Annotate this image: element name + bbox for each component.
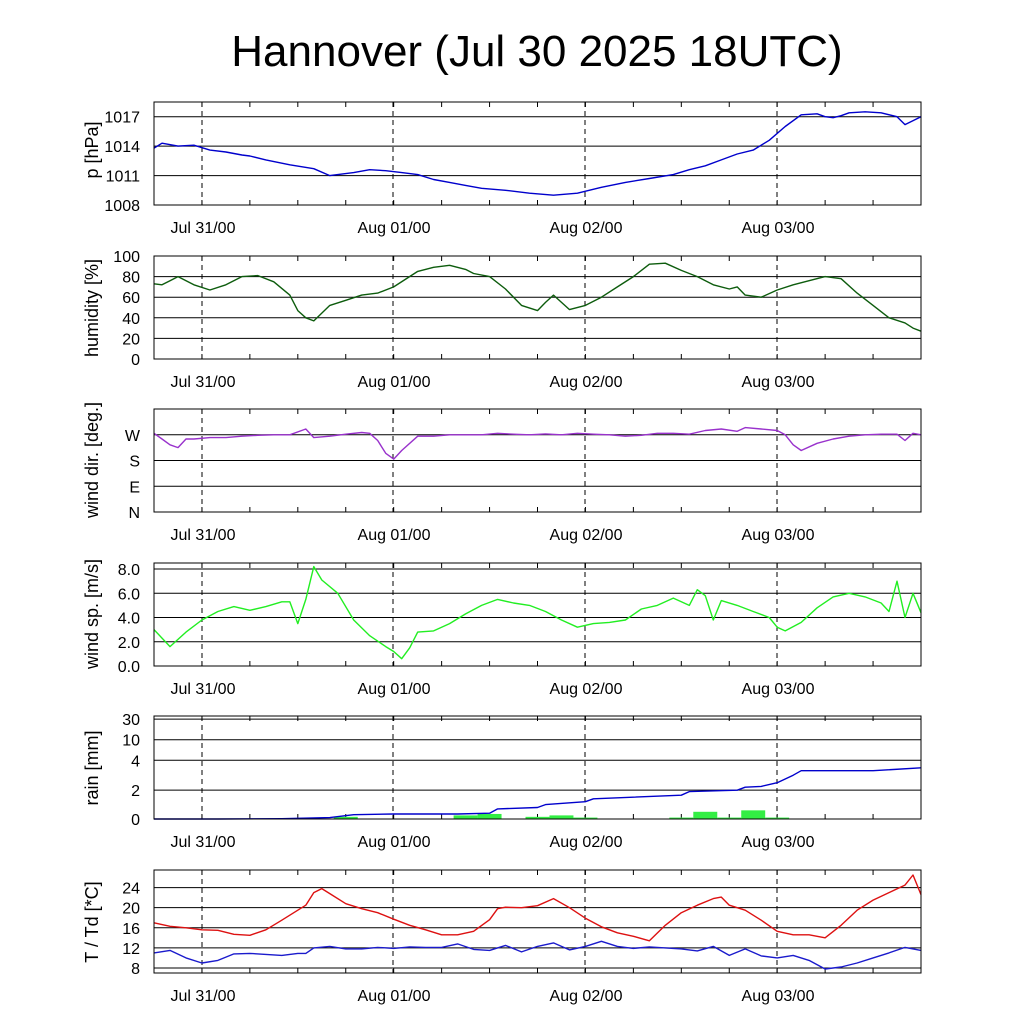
y-tick-label: 2 <box>131 783 140 800</box>
y-tick-label: 60 <box>122 290 140 307</box>
x-tick-label: Aug 02/00 <box>550 834 623 851</box>
x-tick-label: Aug 01/00 <box>358 988 431 1005</box>
x-tick-label: Aug 02/00 <box>550 374 623 391</box>
y-tick-label: 0 <box>131 812 140 829</box>
x-tick-label: Aug 01/00 <box>358 527 431 544</box>
y-tick-label: 8.0 <box>118 562 140 579</box>
y-tick-label: 100 <box>113 249 140 266</box>
panel-4: 0.0 2.0 4.0 6.0 8.0 Jul 31/00 Aug 01/00 Aug 02/… <box>82 559 922 698</box>
y-tick-label: 6.0 <box>118 586 140 603</box>
x-tick-label: Aug 03/00 <box>742 988 815 1005</box>
y-tick-label: 12 <box>122 941 140 958</box>
y-tick-label: 8 <box>131 961 140 978</box>
panel-frame <box>153 869 922 974</box>
y-tick-label: 0 <box>131 352 140 369</box>
panel-1: 1008 1011 1014 1017 Jul 31/00 Aug 01/00 Aug 02… <box>82 101 922 237</box>
x-tick-label: Aug 01/00 <box>358 834 431 851</box>
x-tick-label: Aug 03/00 <box>742 220 815 237</box>
x-tick-label: Aug 01/00 <box>358 220 431 237</box>
x-tick-label: Aug 02/00 <box>550 988 623 1005</box>
y-tick-label: 1017 <box>104 110 140 127</box>
rain-bar <box>741 810 766 819</box>
series-line-1 <box>153 262 922 332</box>
y-axis-label: wind dir. [deg.] <box>82 402 102 519</box>
panel-frame <box>153 408 922 513</box>
series-line-1 <box>153 426 922 460</box>
y-tick-label: 1014 <box>104 139 140 156</box>
series-line-T <box>153 874 922 942</box>
x-tick-label: Aug 03/00 <box>742 834 815 851</box>
y-axis-label: humidity [%] <box>82 259 102 357</box>
x-tick-label: Aug 03/00 <box>742 374 815 391</box>
panel-frame <box>153 715 922 820</box>
series-line-1 <box>153 565 922 660</box>
y-axis-label: rain [mm] <box>82 730 102 805</box>
chart-title: Hannover (Jul 30 2025 18UTC) <box>231 27 842 76</box>
y-tick-label: 4 <box>131 753 140 770</box>
panel-frame <box>153 255 922 360</box>
y-axis-label: T / Td [*C] <box>82 881 102 962</box>
x-tick-label: Aug 03/00 <box>742 527 815 544</box>
y-tick-label: 16 <box>122 921 140 938</box>
y-tick-label: E <box>129 479 140 496</box>
y-tick-label: 30 <box>122 712 140 729</box>
y-tick-label: 4.0 <box>118 611 140 628</box>
y-tick-label: 10 <box>122 733 140 750</box>
y-tick-label: 24 <box>122 881 140 898</box>
x-tick-label: Aug 01/00 <box>358 374 431 391</box>
y-tick-label: N <box>128 505 140 522</box>
x-tick-label: Aug 03/00 <box>742 681 815 698</box>
x-tick-label: Jul 31/00 <box>171 681 236 698</box>
rain-bar <box>765 817 790 819</box>
y-tick-label: W <box>125 428 141 445</box>
x-tick-label: Jul 31/00 <box>171 988 236 1005</box>
x-tick-label: Aug 01/00 <box>358 681 431 698</box>
rain-bar <box>525 816 550 819</box>
series-line-1 <box>153 111 922 196</box>
y-tick-label: 40 <box>122 311 140 328</box>
y-tick-label: S <box>129 454 140 471</box>
x-tick-label: Jul 31/00 <box>171 374 236 391</box>
rain-bar <box>477 813 502 819</box>
y-tick-label: 2.0 <box>118 635 140 652</box>
panel-frame <box>153 101 922 206</box>
y-axis-label: p [hPa] <box>82 121 102 178</box>
x-tick-label: Jul 31/00 <box>171 527 236 544</box>
y-tick-label: 20 <box>122 901 140 918</box>
rain-bar <box>573 817 598 819</box>
y-tick-label: 0.0 <box>118 659 140 676</box>
x-tick-label: Aug 02/00 <box>550 220 623 237</box>
y-tick-label: 20 <box>122 331 140 348</box>
panel-5: 0 2 4 10 30 Jul 31/00 Aug 01/00 Aug 02/00 Aug 03… <box>82 712 922 851</box>
rain-bar <box>453 815 478 819</box>
y-axis-label: wind sp. [m/s] <box>82 559 102 670</box>
x-tick-label: Jul 31/00 <box>171 834 236 851</box>
series-line-Td <box>153 940 922 970</box>
panel-2: 0 20 40 60 80 100 Jul 31/00 Aug 01/00 Aug 02/00 A… <box>82 249 922 391</box>
rain-bar <box>333 816 358 819</box>
series-line-accumulated <box>154 767 922 820</box>
y-tick-label: 1008 <box>104 198 140 215</box>
x-tick-label: Aug 02/00 <box>550 527 623 544</box>
rain-bar <box>717 817 742 819</box>
rain-bar <box>693 811 718 819</box>
x-tick-label: Jul 31/00 <box>171 220 236 237</box>
y-tick-label: 1011 <box>106 169 141 186</box>
panel-frame <box>153 562 922 667</box>
panel-6: 8 12 16 20 24 Jul 31/00 Aug 01/00 Aug 02/00 Aug … <box>82 869 922 1005</box>
rain-bar <box>549 815 574 819</box>
x-tick-label: Aug 02/00 <box>550 681 623 698</box>
y-tick-label: 80 <box>122 270 140 287</box>
rain-bar <box>669 817 694 819</box>
